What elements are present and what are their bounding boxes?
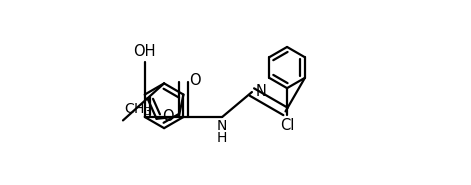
Text: Cl: Cl [280,118,294,133]
Text: O: O [190,73,201,88]
Text: CH$_3$: CH$_3$ [124,102,152,118]
Text: OH: OH [133,43,156,59]
Text: N: N [256,83,267,99]
Text: O: O [162,109,174,124]
Text: N
H: N H [217,119,227,145]
